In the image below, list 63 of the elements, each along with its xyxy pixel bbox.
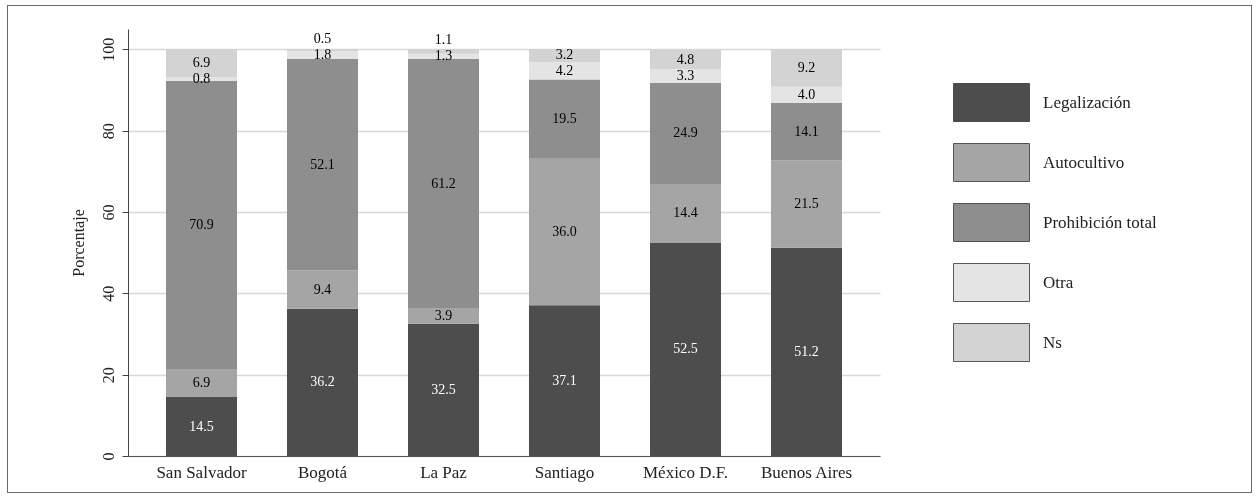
data-label: 21.5	[794, 196, 819, 212]
bar	[407, 59, 480, 308]
data-label: 70.9	[189, 216, 214, 232]
data-label: 36.2	[310, 374, 335, 390]
data-label: 36.0	[552, 223, 577, 239]
data-label: 61.2	[431, 175, 456, 191]
x-tick-label: México D.F.	[642, 462, 729, 482]
data-label: 6.9	[192, 55, 211, 71]
bar	[649, 183, 722, 243]
x-tick-label: San Salvador	[156, 462, 247, 482]
bar	[770, 103, 843, 161]
data-label: 1.1	[434, 32, 453, 48]
x-tick-label: Buenos Aires	[760, 462, 853, 482]
data-label: 14.1	[794, 123, 819, 139]
x-tick-label: Bogotá	[297, 462, 348, 482]
data-label: 9.2	[797, 60, 816, 76]
legend-label: Otra	[1043, 272, 1074, 292]
y-tick-label: 100	[99, 37, 117, 62]
data-label: 1.8	[313, 47, 332, 63]
bar	[165, 368, 238, 398]
data-label: 37.1	[552, 372, 577, 388]
data-label: 3.3	[676, 67, 695, 83]
legend-label: Autocultivo	[1043, 152, 1125, 172]
y-tick-label: 60	[99, 204, 117, 221]
data-label: 19.5	[552, 111, 577, 127]
data-label: 51.2	[794, 343, 819, 359]
data-label: 3.2	[555, 46, 574, 62]
data-label: 1.3	[434, 48, 453, 64]
bar	[770, 160, 843, 248]
legend-label: Ns	[1043, 332, 1062, 352]
data-label: 4.8	[676, 51, 695, 67]
y-tick-label: 40	[99, 285, 117, 302]
bar	[649, 69, 722, 83]
data-label: 52.5	[673, 341, 698, 357]
bar	[528, 79, 601, 159]
data-label: 6.9	[192, 375, 211, 390]
data-label: 32.5	[431, 381, 456, 397]
data-label: 24.9	[673, 125, 698, 141]
data-label: 3.9	[434, 307, 453, 323]
y-tick-label: 20	[99, 367, 117, 384]
bar	[407, 307, 480, 324]
legend-label: Legalización	[1043, 92, 1132, 112]
data-label: 0.5	[313, 31, 332, 47]
y-tick-label: 80	[99, 123, 117, 140]
data-label: 0.8	[192, 71, 211, 87]
data-label: 52.1	[310, 156, 335, 172]
data-label: 9.4	[313, 281, 332, 297]
bar	[649, 82, 722, 184]
data-label: 14.4	[673, 205, 698, 221]
bar	[286, 58, 359, 271]
x-tick-label: Santiago	[534, 462, 595, 482]
bar	[770, 86, 843, 104]
y-axis-title: Porcentaje	[69, 209, 88, 277]
data-label: 4.2	[555, 62, 574, 78]
data-label: 14.5	[189, 418, 214, 434]
y-tick-label: 0	[99, 452, 117, 461]
bar	[528, 158, 601, 306]
bar	[528, 62, 601, 80]
legend-label: Prohibición total	[1043, 212, 1158, 232]
bar	[286, 270, 359, 309]
data-label: 4.0	[797, 86, 816, 102]
x-tick-label: La Paz	[420, 462, 468, 482]
bar	[286, 51, 359, 59]
